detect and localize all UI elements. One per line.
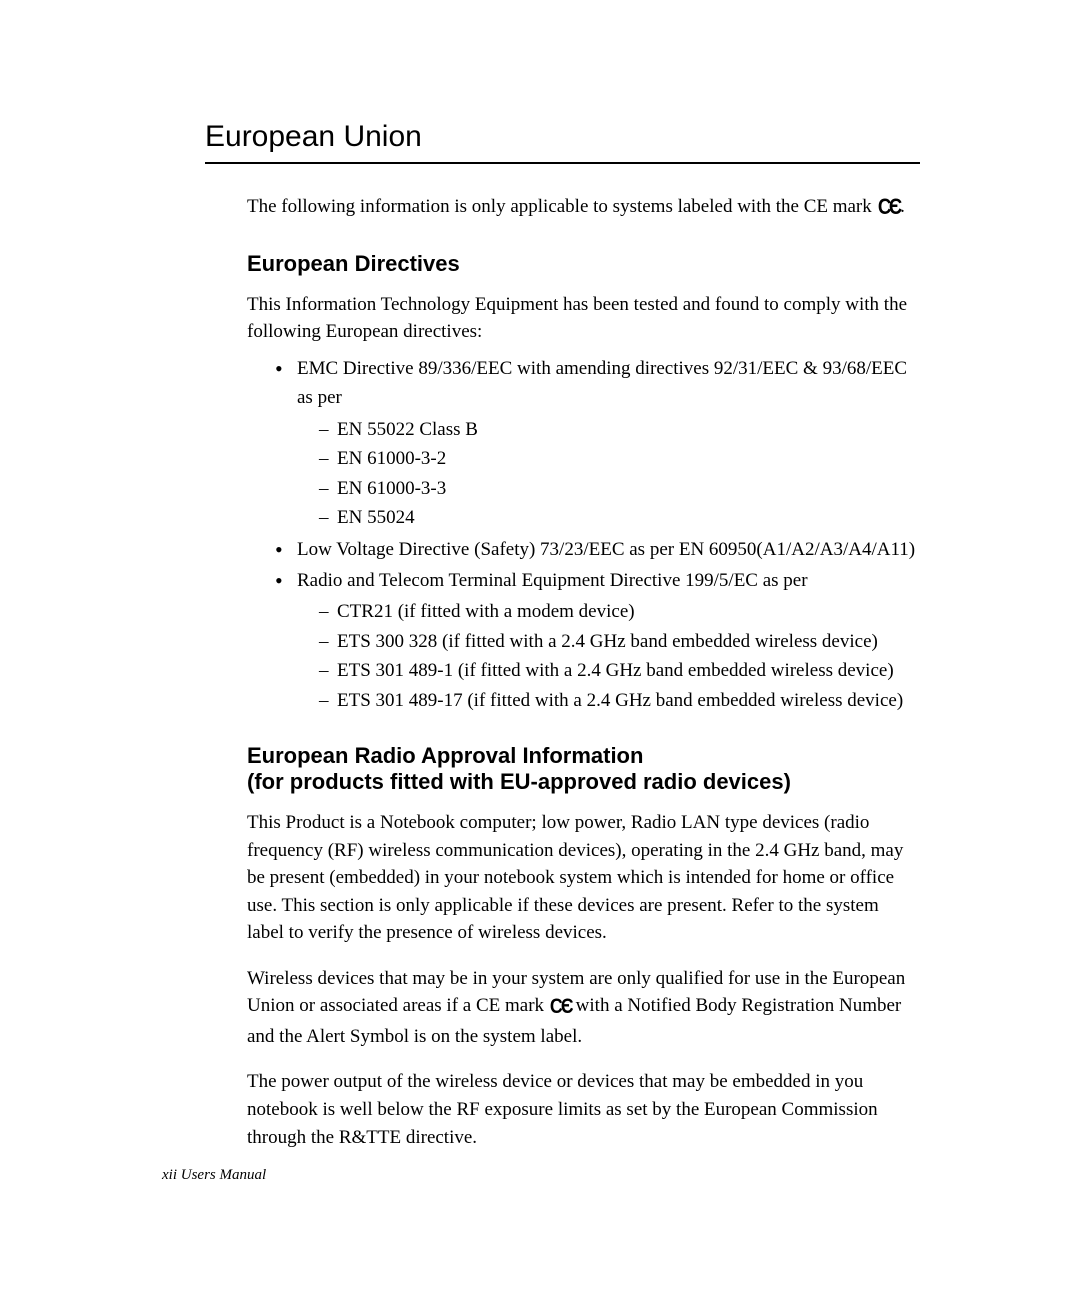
- directive-sub-item: ETS 300 328 (if fitted with a 2.4 GHz ba…: [319, 627, 920, 656]
- directive-bullet-2: Radio and Telecom Terminal Equipment Dir…: [275, 566, 920, 715]
- radio-para-3: The power output of the wireless device …: [247, 1068, 920, 1151]
- directive-sub-item: EN 55022 Class B: [319, 415, 920, 444]
- directive-sub-item: ETS 301 489-1 (if fitted with a 2.4 GHz …: [319, 656, 920, 685]
- directive-bullet-2-text: Radio and Telecom Terminal Equipment Dir…: [297, 570, 808, 591]
- directive-bullet-0: EMC Directive 89/336/EEC with amending d…: [275, 354, 920, 533]
- radio-para-1: This Product is a Notebook computer; low…: [247, 809, 920, 947]
- directive-bullet-1: Low Voltage Directive (Safety) 73/23/EEC…: [275, 535, 920, 564]
- content-area: The following information is only applic…: [205, 192, 920, 1151]
- intro-paragraph: The following information is only applic…: [247, 192, 920, 223]
- directive-sub-item: EN 61000-3-3: [319, 474, 920, 503]
- directives-intro: This Information Technology Equipment ha…: [247, 291, 920, 346]
- directive-sub-item: ETS 301 489-17 (if fitted with a 2.4 GHz…: [319, 686, 920, 715]
- radio-title: European Radio Approval Information (for…: [247, 743, 920, 795]
- directive-bullet-0-text: EMC Directive 89/336/EEC with amending d…: [297, 358, 907, 408]
- page-footer: xii Users Manual: [162, 1167, 266, 1184]
- directives-title: European Directives: [247, 251, 920, 277]
- radio-para-2: Wireless devices that may be in your sys…: [247, 965, 920, 1051]
- directive-bullet-0-sublist: EN 55022 Class B EN 61000-3-2 EN 61000-3…: [297, 415, 920, 533]
- directive-sub-item: EN 61000-3-2: [319, 444, 920, 473]
- section-divider: [205, 162, 920, 164]
- section-title: European Union: [205, 120, 920, 154]
- ce-mark-icon: CЄ: [877, 192, 901, 223]
- directive-bullet-1-text: Low Voltage Directive (Safety) 73/23/EEC…: [297, 539, 915, 560]
- directive-bullet-2-sublist: CTR21 (if fitted with a modem device) ET…: [297, 597, 920, 715]
- directive-sub-item: EN 55024: [319, 503, 920, 532]
- radio-title-line1: European Radio Approval Information: [247, 743, 643, 768]
- intro-text-before: The following information is only applic…: [247, 196, 877, 217]
- ce-mark-icon: CЄ: [549, 992, 571, 1022]
- directive-sub-item: CTR21 (if fitted with a modem device): [319, 597, 920, 626]
- radio-title-line2: (for products fitted with EU-approved ra…: [247, 769, 791, 794]
- intro-text-after: .: [900, 196, 905, 217]
- directives-list: EMC Directive 89/336/EEC with amending d…: [247, 354, 920, 715]
